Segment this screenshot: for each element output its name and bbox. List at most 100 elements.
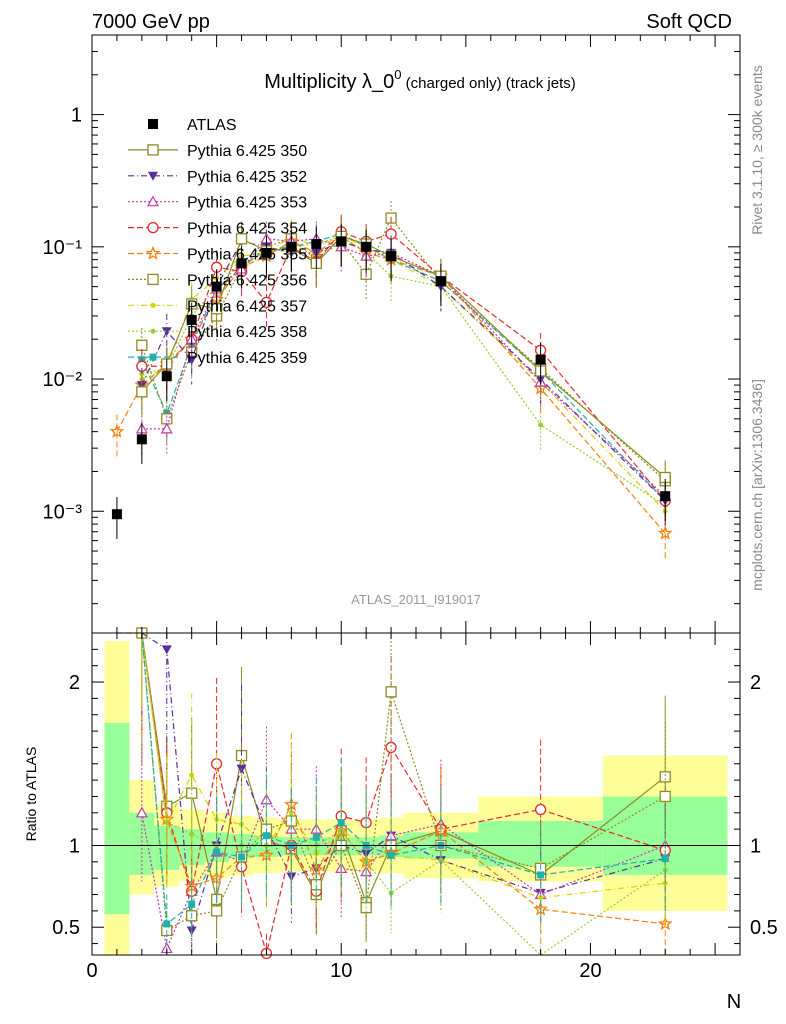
ratio-point [537, 871, 545, 879]
legend-marker [147, 221, 159, 234]
series-line [141, 216, 666, 482]
plot-title-main: Multiplicity λ_0 [264, 71, 394, 93]
ratio-point [213, 848, 221, 856]
legend-label: ATLAS [187, 117, 237, 134]
analysis-watermark: ATLAS_2011_I919017 [351, 592, 481, 607]
data-point [538, 422, 544, 428]
ratio-point [189, 772, 195, 778]
data-point [260, 296, 273, 309]
ratio-point [188, 900, 196, 908]
data-point [660, 491, 671, 502]
series-line [141, 235, 666, 507]
ratio-point [161, 645, 172, 655]
ratio-y-axis-label: Ratio to ATLAS [23, 747, 39, 842]
legend-label: Pythia 6.425 355 [187, 247, 307, 264]
data-point [361, 241, 372, 252]
y-tick-label: 10⁻¹ [43, 237, 83, 259]
data-point [286, 241, 297, 252]
ratio-point [659, 771, 671, 783]
ratio-plot-series [116, 627, 673, 960]
series-atlas [111, 224, 671, 539]
series-line [141, 240, 666, 502]
legend-label: Pythia 6.425 350 [187, 143, 307, 160]
legend-entry: Pythia 6.425 358 [128, 324, 307, 341]
legend-entry: Pythia 6.425 350 [128, 143, 307, 160]
x-tick-label: 0 [86, 960, 97, 982]
ratio-point [164, 820, 170, 826]
data-point [160, 422, 173, 434]
y-tick-label: 1 [71, 105, 82, 127]
legend-label: Pythia 6.425 353 [187, 195, 307, 212]
header-process-label: Soft QCD [646, 11, 732, 33]
data-point [111, 509, 122, 520]
legend-label: Pythia 6.425 352 [187, 169, 307, 186]
data-point [657, 525, 673, 540]
main-plot-series [109, 200, 673, 559]
ratio-point [438, 857, 444, 863]
legend-marker [145, 245, 161, 260]
ratio-point [534, 803, 547, 816]
series-line [141, 233, 666, 502]
ratio-line [141, 632, 666, 931]
x-tick-label: 10 [330, 960, 352, 982]
plot-title-rest: (charged only) (track jets) [402, 75, 576, 92]
legend-marker [149, 353, 157, 361]
ratio-line [141, 632, 666, 905]
legend-entry: Pythia 6.425 353 [128, 195, 307, 212]
ratio-point [262, 832, 270, 840]
ratio-point [387, 851, 395, 859]
ratio-line [141, 632, 666, 899]
ratio-point [661, 855, 669, 863]
ratio-point [659, 790, 671, 803]
data-point [161, 327, 172, 337]
ratio-point [538, 895, 544, 901]
data-point [535, 354, 546, 365]
ratio-y-tick-label: 2 [69, 672, 80, 694]
y-tick-label: 10⁻² [43, 369, 83, 391]
legend-label: Pythia 6.425 356 [187, 272, 307, 289]
data-point [186, 355, 197, 365]
data-point [109, 423, 125, 438]
data-point [235, 233, 248, 245]
data-point [136, 339, 148, 351]
ratio-point [210, 905, 223, 917]
rivet-version-label: Rivet 3.1.10, ≥ 300k events [749, 65, 765, 235]
legend-entry: Pythia 6.425 352 [128, 169, 307, 186]
legend-marker [147, 273, 159, 286]
legend-entry: Pythia 6.425 356 [128, 272, 307, 289]
ratio-point [238, 853, 246, 861]
ratio-y-tick-label-right: 0.5 [750, 917, 778, 939]
data-point [336, 236, 347, 247]
ratio-line [141, 632, 666, 932]
x-axis-label: N [727, 991, 741, 1013]
data-point [236, 258, 247, 269]
ratio-series-pythia-6-425-355 [116, 632, 673, 954]
data-point [136, 386, 148, 398]
legend-marker [150, 302, 156, 308]
ratio-y-tick-label: 1 [69, 835, 80, 857]
stat-band [104, 722, 130, 915]
ratio-y-tick-label-right: 1 [750, 835, 761, 857]
ratio-y-tick-label: 0.5 [52, 917, 80, 939]
ratio-point [163, 920, 171, 928]
ratio-uncertainty-bands [104, 641, 728, 955]
legend-label: Pythia 6.425 357 [187, 298, 307, 315]
ratio-point [189, 831, 195, 837]
ratio-point [337, 819, 345, 827]
plot-title: Multiplicity λ_00 (charged only) (track … [264, 67, 576, 93]
ratio-y-tick-label-right: 2 [750, 672, 761, 694]
data-point [161, 413, 173, 425]
ratio-point [312, 833, 320, 841]
data-point [136, 434, 147, 445]
legend-entry: ATLAS [148, 117, 237, 134]
data-point [211, 281, 222, 292]
legend-marker [150, 328, 156, 334]
legend: ATLAS Pythia 6.425 350 Pythia 6.425 352 Pyt… [128, 117, 307, 367]
legend-label: Pythia 6.425 358 [187, 324, 307, 341]
data-point [186, 314, 197, 325]
plot-title-superscript: 0 [394, 67, 401, 82]
legend-entry: Pythia 6.425 355 [128, 245, 307, 264]
legend-marker [148, 119, 158, 129]
legend-entry: Pythia 6.425 354 [128, 221, 307, 238]
ratio-series-pythia-6-425-357 [141, 632, 668, 937]
